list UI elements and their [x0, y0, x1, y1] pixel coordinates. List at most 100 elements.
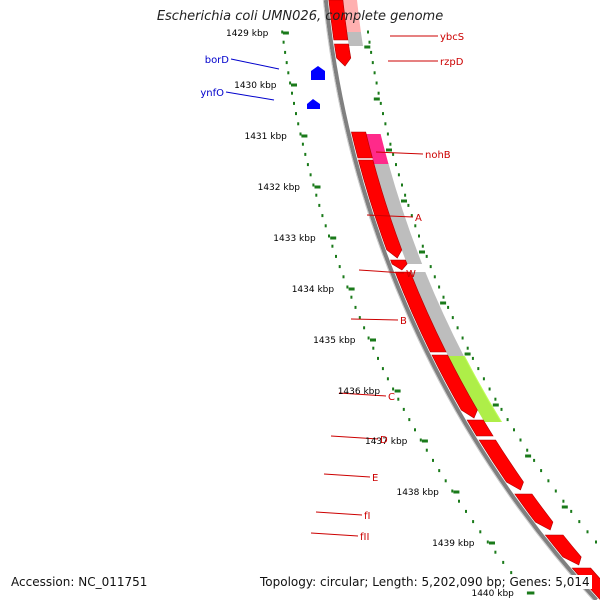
- inner-tick-dot: [373, 71, 376, 75]
- gene-arrow-reverse: [311, 66, 325, 80]
- gene-label: fI: [364, 511, 370, 522]
- inner-tick-dot: [433, 275, 436, 279]
- leader-line: [350, 318, 399, 321]
- inner-tick-dot: [442, 295, 445, 299]
- inner-major-tick: [464, 352, 471, 356]
- feature-bar-lime: [448, 356, 503, 422]
- scale-label: 1430 kbp: [234, 81, 277, 91]
- genome-backbone: [322, 0, 598, 600]
- inner-tick-dot: [477, 367, 480, 371]
- outer-tick-dot: [287, 71, 290, 75]
- inner-tick-dot: [447, 305, 450, 309]
- backbone-arc: [323, 0, 598, 600]
- inner-major-tick: [364, 45, 371, 49]
- gene-label: B: [400, 316, 407, 327]
- gene-arrow-forward: [328, 0, 349, 41]
- feature-bar-pink-light: [342, 0, 361, 32]
- leader-line: [315, 511, 363, 516]
- inner-tick-dot: [494, 397, 497, 401]
- inner-tick-dot: [586, 530, 589, 534]
- outer-tick-dot: [377, 356, 379, 360]
- feature-bar: [346, 32, 363, 46]
- feature-bars: [342, 0, 600, 594]
- gene-label: ynfO: [200, 88, 224, 99]
- outer-tick-dot: [285, 61, 288, 65]
- backbone-highlight: [322, 0, 594, 600]
- outer-tick-dot: [425, 448, 428, 452]
- leader-line: [323, 473, 371, 478]
- inner-tick-dot: [540, 469, 543, 473]
- major-tick: [314, 185, 321, 189]
- inner-tick-dot: [482, 377, 485, 381]
- inner-major-tick: [419, 250, 425, 254]
- major-tick: [453, 490, 460, 494]
- inner-tick-dot: [414, 224, 417, 228]
- inner-tick-dot: [404, 193, 407, 197]
- major-tick: [330, 236, 337, 240]
- outer-tick-dot: [486, 540, 489, 544]
- inner-tick-dot: [389, 142, 392, 146]
- outer-tick-dot: [309, 173, 312, 177]
- outer-tick-dot: [331, 244, 334, 248]
- outer-tick-dot: [321, 214, 324, 218]
- scale-label: 1436 kbp: [338, 387, 381, 397]
- gene-label: nohB: [425, 150, 451, 161]
- outer-tick-dot: [324, 224, 327, 228]
- major-tick: [301, 134, 308, 138]
- gene-arrow-forward: [394, 271, 447, 353]
- outer-tick-dot: [386, 377, 389, 381]
- inner-tick-dot: [570, 509, 573, 513]
- inner-tick-dot: [500, 407, 503, 411]
- inner-major-tick: [440, 301, 447, 305]
- inner-tick-dot: [471, 356, 474, 360]
- major-tick: [370, 338, 376, 342]
- outer-tick-dot: [282, 40, 285, 44]
- outer-scale-ticks: [281, 30, 535, 595]
- outer-tick-dot: [304, 152, 307, 156]
- inner-tick-dot: [526, 448, 529, 452]
- outer-tick-dot: [479, 530, 482, 534]
- outer-tick-dot: [354, 305, 357, 309]
- outer-tick-dot: [306, 163, 309, 167]
- inner-major-tick: [525, 454, 532, 458]
- gene-label: ybcS: [440, 32, 464, 43]
- scale-label: 1435 kbp: [313, 336, 356, 346]
- scale-label: 1434 kbp: [292, 285, 335, 295]
- inner-tick-dot: [451, 316, 454, 320]
- scale-label: 1438 kbp: [396, 488, 439, 498]
- leader-line: [225, 91, 275, 101]
- accession-label: Accession: NC_011751: [9, 575, 150, 589]
- inner-tick-dot: [392, 152, 395, 156]
- outer-tick-dot: [381, 367, 384, 371]
- inner-tick-dot: [425, 254, 428, 258]
- major-tick: [489, 541, 495, 545]
- outer-tick-dot: [392, 387, 395, 391]
- inner-tick-dot: [554, 489, 557, 493]
- inner-tick-dot: [488, 387, 491, 391]
- inner-tick-dot: [456, 326, 459, 330]
- inner-tick-dot: [418, 234, 420, 238]
- gene-arrow-forward: [431, 354, 478, 419]
- gene-arrow-forward: [358, 159, 403, 259]
- leader-line: [310, 532, 359, 537]
- leader-line: [330, 435, 379, 440]
- gene-label: W: [406, 269, 416, 280]
- outer-tick-dot: [502, 560, 505, 564]
- outer-tick-dot: [328, 234, 330, 238]
- gene-label: rzpD: [440, 57, 464, 68]
- inner-tick-dot: [466, 346, 469, 350]
- outer-tick-dot: [402, 407, 405, 411]
- outer-tick-dot: [338, 265, 341, 269]
- leader-line: [375, 151, 424, 155]
- label-leaders: [225, 35, 438, 537]
- scale-label: 1429 kbp: [226, 29, 269, 39]
- gene-arrow-reverse: [307, 99, 320, 109]
- outer-tick-dot: [451, 489, 454, 493]
- inner-tick-dot: [421, 244, 424, 248]
- inner-tick-dot: [382, 112, 384, 116]
- gene-label: borD: [205, 55, 230, 66]
- leader-line: [230, 58, 280, 70]
- scale-label: 1431 kbp: [244, 132, 287, 142]
- outer-tick-dot: [291, 91, 293, 95]
